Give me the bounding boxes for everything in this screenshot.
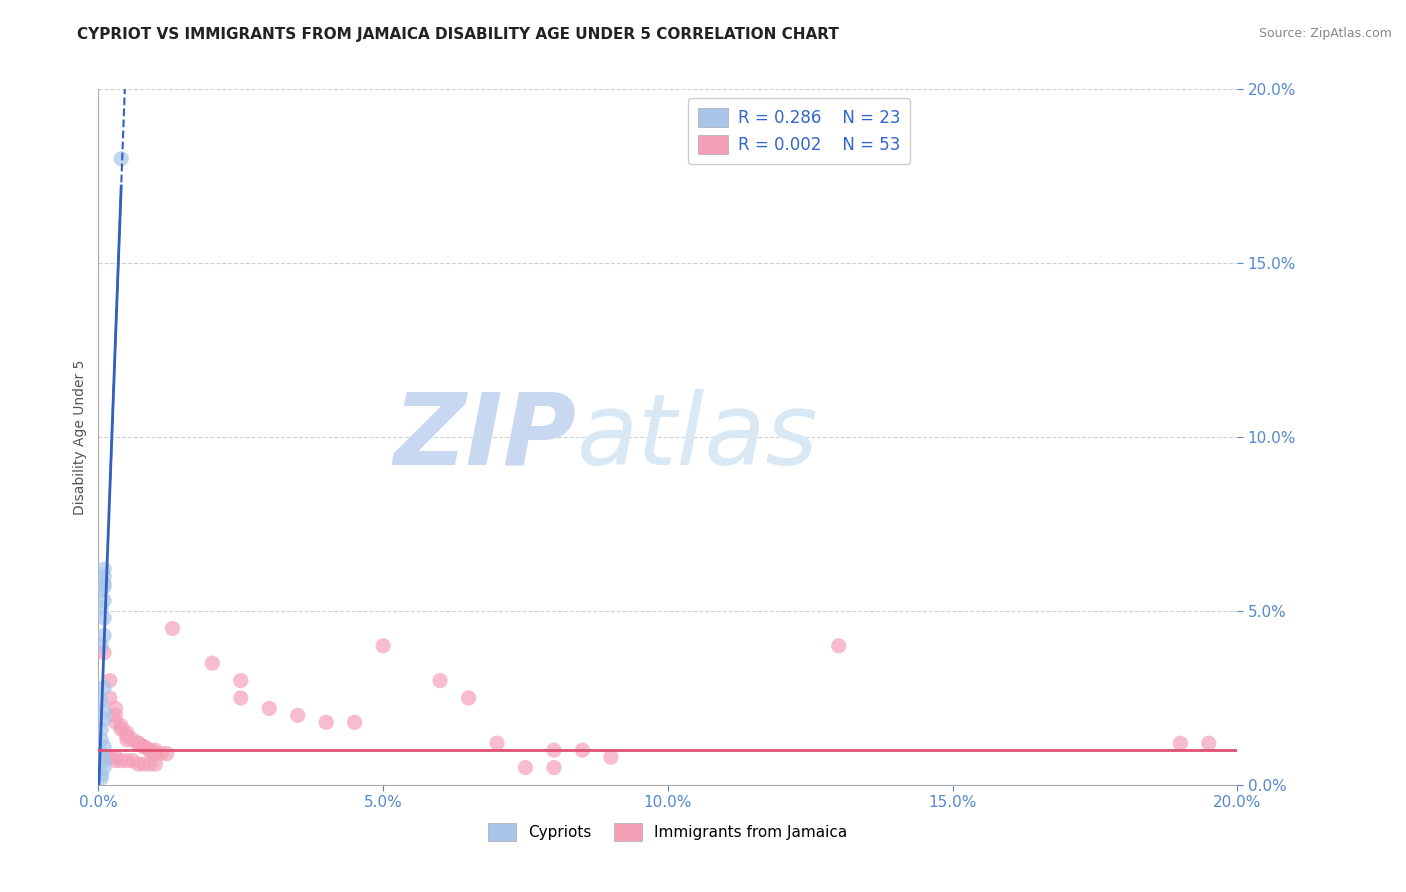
Point: [104, 750, 127, 764]
Point: [93, 705, 115, 719]
Point: [93, 739, 115, 754]
Point: [315, 715, 337, 730]
Point: [110, 754, 132, 768]
Point: [104, 701, 127, 715]
Point: [98, 750, 121, 764]
Text: CYPRIOT VS IMMIGRANTS FROM JAMAICA DISABILITY AGE UNDER 5 CORRELATION CHART: CYPRIOT VS IMMIGRANTS FROM JAMAICA DISAB…: [77, 27, 839, 42]
Point: [90, 767, 112, 781]
Point: [150, 747, 173, 761]
Point: [93, 580, 115, 594]
Point: [1170, 736, 1192, 750]
Point: [93, 593, 115, 607]
Point: [90, 694, 112, 708]
Point: [229, 690, 252, 705]
Point: [93, 576, 115, 591]
Point: [229, 673, 252, 688]
Point: [127, 757, 149, 772]
Point: [259, 701, 281, 715]
Point: [93, 681, 115, 695]
Point: [93, 611, 115, 625]
Point: [93, 754, 115, 768]
Point: [98, 690, 121, 705]
Point: [93, 628, 115, 642]
Point: [145, 757, 167, 772]
Point: [543, 760, 565, 774]
Point: [828, 639, 851, 653]
Point: [132, 757, 155, 772]
Point: [93, 760, 115, 774]
Point: [104, 754, 127, 768]
Point: [90, 771, 112, 785]
Text: ZIP: ZIP: [394, 389, 576, 485]
Point: [571, 743, 593, 757]
Y-axis label: Disability Age Under 5: Disability Age Under 5: [73, 359, 87, 515]
Point: [90, 583, 112, 598]
Point: [486, 736, 509, 750]
Point: [1198, 736, 1220, 750]
Point: [543, 743, 565, 757]
Point: [90, 600, 112, 615]
Point: [162, 621, 184, 635]
Point: [110, 152, 132, 166]
Point: [93, 750, 115, 764]
Point: [93, 562, 115, 576]
Point: [93, 569, 115, 583]
Point: [110, 719, 132, 733]
Point: [600, 750, 623, 764]
Point: [90, 723, 112, 737]
Point: [127, 736, 149, 750]
Point: [138, 743, 160, 757]
Point: [104, 715, 127, 730]
Point: [115, 754, 138, 768]
Point: [98, 673, 121, 688]
Point: [156, 747, 179, 761]
Point: [132, 739, 155, 754]
Point: [132, 739, 155, 754]
Point: [138, 743, 160, 757]
Point: [90, 639, 112, 653]
Text: Source: ZipAtlas.com: Source: ZipAtlas.com: [1258, 27, 1392, 40]
Point: [145, 747, 167, 761]
Point: [287, 708, 309, 723]
Point: [429, 673, 451, 688]
Point: [93, 646, 115, 660]
Point: [343, 715, 366, 730]
Point: [201, 657, 224, 671]
Point: [373, 639, 395, 653]
Legend: Cypriots, Immigrants from Jamaica: Cypriots, Immigrants from Jamaica: [482, 817, 853, 847]
Point: [121, 732, 143, 747]
Point: [104, 708, 127, 723]
Point: [90, 732, 112, 747]
Point: [115, 726, 138, 740]
Point: [138, 757, 160, 772]
Point: [145, 743, 167, 757]
Point: [93, 712, 115, 726]
Point: [115, 732, 138, 747]
Point: [127, 736, 149, 750]
Point: [115, 729, 138, 743]
Point: [457, 690, 479, 705]
Point: [515, 760, 537, 774]
Point: [121, 754, 143, 768]
Text: atlas: atlas: [576, 389, 818, 485]
Point: [110, 723, 132, 737]
Point: [90, 747, 112, 761]
